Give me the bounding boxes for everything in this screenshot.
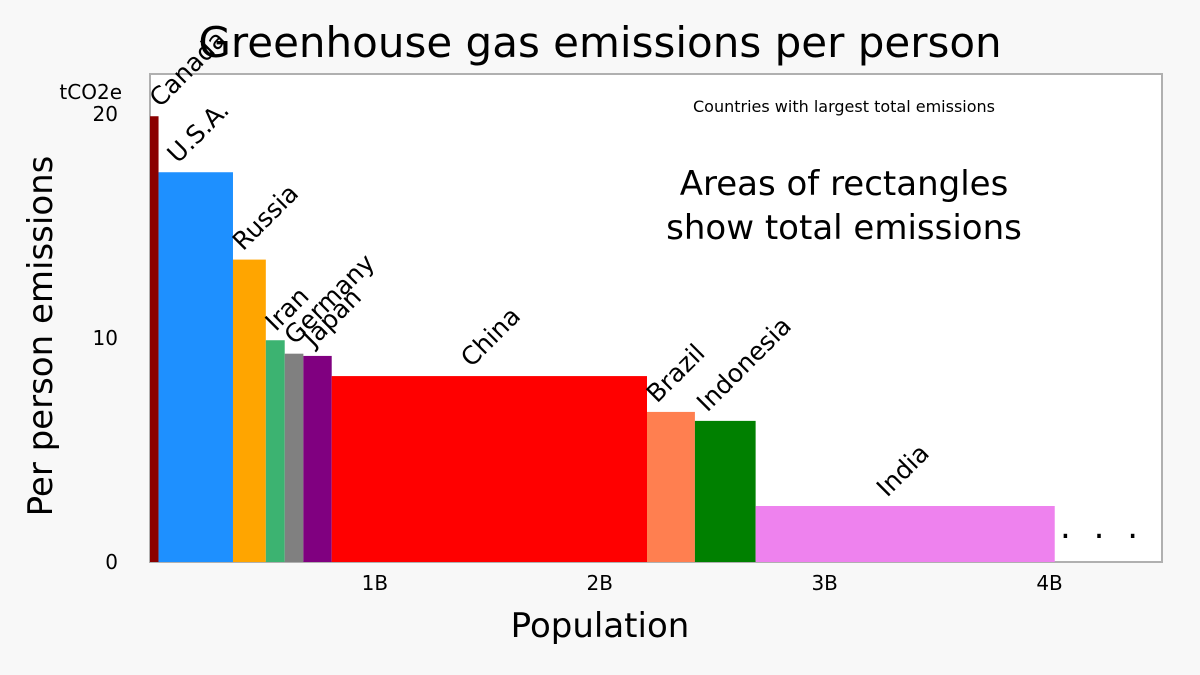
y-axis-ticks: 0 10 20 [93, 102, 118, 574]
bar-japan [303, 355, 332, 562]
bar-canada [150, 116, 159, 563]
chart-title: Greenhouse gas emissions per person [198, 18, 1001, 67]
x-axis-label: Population [511, 606, 690, 646]
x-tick-label-4b: 4B [1036, 571, 1062, 595]
y-axis-label: Per person emissions [21, 156, 61, 517]
continuation-dots: . . . [1060, 507, 1144, 547]
y-axis-unit: tCO2e [59, 80, 122, 104]
y-tick-label-10: 10 [93, 326, 118, 350]
bar-u-s-a [158, 172, 233, 563]
y-tick-label-0: 0 [105, 550, 118, 574]
bar-iran [265, 340, 285, 562]
x-tick-label-1b: 1B [362, 571, 388, 595]
bar-brazil [647, 411, 695, 562]
annotation-top-note: Countries with largest total emissions [693, 97, 995, 116]
bar-indonesia [694, 420, 756, 562]
annotation-main-line-2: show total emissions [666, 208, 1022, 248]
x-axis-ticks: 1B 2B 3B 4B [362, 571, 1063, 595]
bar-germany [284, 353, 304, 562]
x-tick-label-2b: 2B [587, 571, 613, 595]
annotation-main-line-1: Areas of rectangles [680, 164, 1009, 204]
bar-russia [232, 259, 266, 562]
bar-india [755, 506, 1055, 562]
bars-layer [150, 116, 1055, 563]
y-tick-label-20: 20 [93, 102, 118, 126]
x-tick-label-3b: 3B [811, 571, 837, 595]
bar-china [331, 376, 648, 562]
